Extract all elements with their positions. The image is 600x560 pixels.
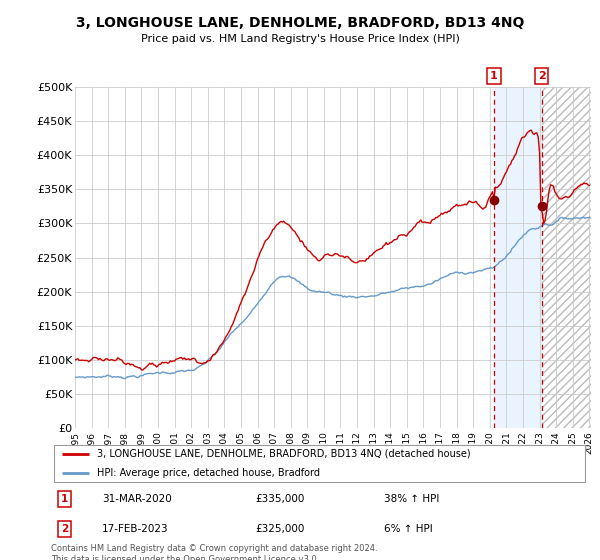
- Text: Contains HM Land Registry data © Crown copyright and database right 2024.
This d: Contains HM Land Registry data © Crown c…: [51, 544, 377, 560]
- Text: HPI: Average price, detached house, Bradford: HPI: Average price, detached house, Brad…: [97, 468, 320, 478]
- Text: £325,000: £325,000: [255, 524, 304, 534]
- Text: 6% ↑ HPI: 6% ↑ HPI: [384, 524, 433, 534]
- Text: 1: 1: [490, 71, 498, 81]
- Text: 31-MAR-2020: 31-MAR-2020: [102, 494, 172, 504]
- Bar: [494, 87, 542, 428]
- Text: 17-FEB-2023: 17-FEB-2023: [102, 524, 169, 534]
- FancyBboxPatch shape: [53, 445, 586, 482]
- Text: 1: 1: [61, 494, 68, 504]
- Text: 3, LONGHOUSE LANE, DENHOLME, BRADFORD, BD13 4NQ: 3, LONGHOUSE LANE, DENHOLME, BRADFORD, B…: [76, 16, 524, 30]
- Text: £335,000: £335,000: [255, 494, 304, 504]
- Text: 2: 2: [538, 71, 545, 81]
- Text: 38% ↑ HPI: 38% ↑ HPI: [384, 494, 439, 504]
- Text: Price paid vs. HM Land Registry's House Price Index (HPI): Price paid vs. HM Land Registry's House …: [140, 34, 460, 44]
- Text: 3, LONGHOUSE LANE, DENHOLME, BRADFORD, BD13 4NQ (detached house): 3, LONGHOUSE LANE, DENHOLME, BRADFORD, B…: [97, 449, 470, 459]
- Bar: [542, 87, 593, 428]
- Text: 2: 2: [61, 524, 68, 534]
